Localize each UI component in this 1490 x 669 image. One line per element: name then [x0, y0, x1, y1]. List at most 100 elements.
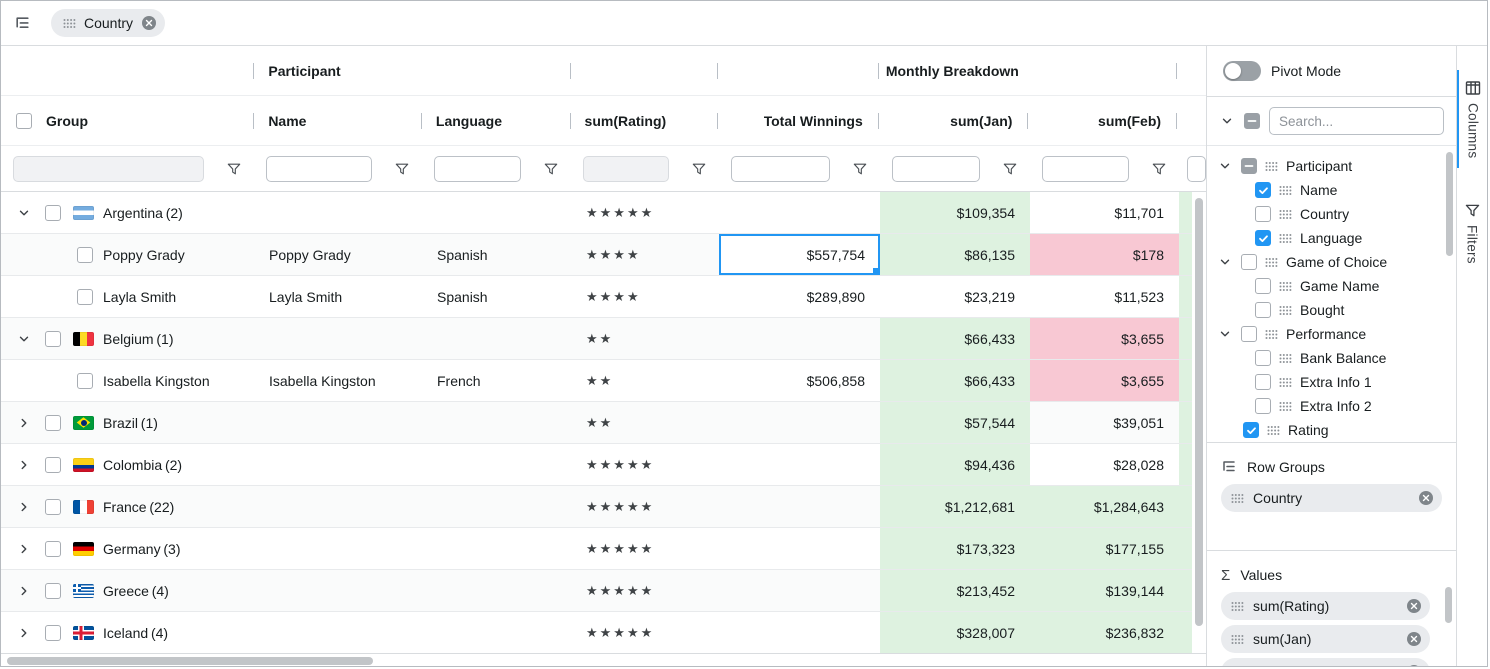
column-header-sum-feb[interactable]: sum(Feb) [1027, 96, 1176, 145]
filter-menu-icon[interactable] [691, 161, 707, 177]
filter-menu-icon[interactable] [394, 161, 410, 177]
group-cell[interactable]: Greece (4) [1, 570, 254, 611]
leaf-row[interactable]: Poppy Grady Poppy Grady Spanish ★★★★ $557,75… [1, 234, 1207, 276]
group-cell[interactable]: France (22) [1, 486, 254, 527]
fill-handle[interactable] [873, 268, 880, 275]
pill-country[interactable]: Country [1221, 484, 1443, 512]
sum-feb-cell[interactable]: $39,051 [1113, 414, 1164, 431]
collapse-group-icon[interactable] [16, 205, 32, 221]
row-checkbox[interactable] [45, 624, 61, 641]
expand-group-icon[interactable] [16, 583, 32, 599]
total-winnings-cell[interactable] [719, 402, 880, 443]
filter-input-language[interactable] [434, 155, 521, 182]
total-winnings-cell[interactable] [719, 528, 880, 569]
total-winnings-cell[interactable] [719, 192, 880, 233]
horizontal-scrollbar-thumb[interactable] [7, 657, 373, 665]
column-checkbox[interactable] [1243, 422, 1260, 438]
sum-jan-cell[interactable]: $66,433 [880, 360, 1030, 401]
rating-cell[interactable]: ★★★★★ [571, 528, 719, 569]
group-cell[interactable]: Poppy Grady [1, 234, 254, 275]
total-winnings-cell[interactable] [719, 612, 880, 653]
sum-jan-cell[interactable]: $213,452 [880, 570, 1030, 611]
vertical-scrollbar-thumb[interactable] [1195, 198, 1204, 626]
column-checkbox[interactable] [1241, 326, 1258, 342]
filter-menu-icon[interactable] [543, 161, 559, 177]
filter-input-name[interactable] [266, 155, 372, 182]
rating-cell[interactable]: ★★ [571, 402, 719, 443]
name-cell[interactable]: Isabella Kingston [269, 372, 376, 389]
row-checkbox[interactable] [45, 582, 61, 599]
header-group-participant[interactable]: Participant [253, 46, 569, 95]
name-cell[interactable] [254, 318, 422, 359]
sum-feb-cell[interactable]: $1,284,643 [1030, 486, 1179, 527]
column-tree-item-participant[interactable]: Participant [1207, 154, 1456, 178]
rating-cell[interactable]: ★★★★★ [571, 612, 719, 653]
column-header-name[interactable]: Name [253, 96, 421, 145]
filter-input-total-winnings[interactable] [731, 155, 830, 182]
pivot-mode-toggle[interactable] [1223, 61, 1262, 81]
filter-input-sum-feb[interactable] [1042, 155, 1129, 182]
row-checkbox[interactable] [45, 456, 61, 473]
column-tree-item-extra-info-2[interactable]: Extra Info 2 [1207, 394, 1456, 418]
language-cell[interactable]: Spanish [437, 246, 488, 263]
pill-sum-jan-[interactable]: sum(Jan) [1221, 625, 1431, 653]
total-winnings-cell[interactable] [719, 570, 880, 611]
filter-menu-icon[interactable] [226, 161, 242, 177]
language-cell[interactable] [422, 486, 571, 527]
sum-jan-cell[interactable]: $328,007 [880, 612, 1030, 653]
group-cell[interactable]: Brazil (1) [1, 402, 254, 443]
name-cell[interactable] [254, 486, 422, 527]
column-header-group[interactable]: Group [1, 96, 253, 145]
chevron-down-icon[interactable] [1217, 254, 1233, 270]
collapse-group-icon[interactable] [16, 331, 32, 347]
language-cell[interactable] [422, 528, 571, 569]
group-cell[interactable]: Argentina (2) [1, 192, 254, 233]
sum-jan-cell[interactable]: $23,219 [964, 288, 1015, 305]
rating-cell[interactable]: ★★ [571, 360, 719, 401]
name-cell[interactable] [254, 402, 422, 443]
column-tree-item-performance[interactable]: Performance [1207, 322, 1456, 346]
column-checkbox[interactable] [1255, 302, 1272, 318]
sum-feb-cell[interactable]: $139,144 [1030, 570, 1179, 611]
column-checkbox[interactable] [1241, 158, 1258, 174]
column-tree-item-country[interactable]: Country [1207, 202, 1456, 226]
sum-feb-cell[interactable]: $3,655 [1030, 360, 1179, 401]
language-cell[interactable]: French [437, 372, 481, 389]
language-cell[interactable]: Spanish [437, 288, 488, 305]
header-group-monthly-breakdown[interactable]: Monthly Breakdown [878, 46, 1176, 95]
sum-jan-cell[interactable]: $173,323 [880, 528, 1030, 569]
row-checkbox[interactable] [45, 540, 61, 557]
language-cell[interactable] [422, 570, 571, 611]
column-tree-item-bank-balance[interactable]: Bank Balance [1207, 346, 1456, 370]
sum-jan-cell[interactable]: $94,436 [880, 444, 1030, 485]
sum-jan-cell[interactable]: $57,544 [880, 402, 1030, 443]
column-header-language[interactable]: Language [421, 96, 570, 145]
total-winnings-cell[interactable]: $506,858 [806, 372, 865, 389]
row-checkbox[interactable] [77, 288, 93, 305]
sum-feb-cell[interactable]: $178 [1030, 234, 1179, 275]
column-tree-item-extra-info-1[interactable]: Extra Info 1 [1207, 370, 1456, 394]
column-tree-item-game-of-choice[interactable]: Game of Choice [1207, 250, 1456, 274]
row-checkbox[interactable] [45, 330, 61, 347]
group-cell[interactable]: Isabella Kingston [1, 360, 254, 401]
group-row[interactable]: France (22) ★★★★★ $1,212,681 $1,284,643 [1, 486, 1207, 528]
remove-group-icon[interactable] [141, 15, 157, 31]
filter-input-cutoff[interactable] [1187, 155, 1207, 182]
column-header-total-winnings[interactable]: Total Winnings [717, 96, 878, 145]
column-checkbox[interactable] [1241, 254, 1258, 270]
column-checkbox[interactable] [1255, 278, 1272, 294]
name-cell[interactable] [254, 570, 422, 611]
sum-feb-cell[interactable]: $177,155 [1030, 528, 1179, 569]
column-tree-item-rating[interactable]: Rating [1207, 418, 1456, 442]
name-cell[interactable] [254, 612, 422, 653]
group-row[interactable]: Argentina (2) ★★★★★ $109,354 $11,701 [1, 192, 1207, 234]
sum-jan-cell[interactable]: $1,212,681 [880, 486, 1030, 527]
group-row[interactable]: Belgium (1) ★★ $66,433 $3,655 [1, 318, 1207, 360]
name-cell[interactable] [254, 444, 422, 485]
group-row[interactable]: Brazil (1) ★★ $57,544 $39,051 [1, 402, 1207, 444]
sum-feb-cell[interactable]: $236,832 [1030, 612, 1179, 653]
total-winnings-cell[interactable] [719, 486, 880, 527]
column-checkbox[interactable] [1255, 350, 1272, 366]
expand-group-icon[interactable] [16, 415, 32, 431]
select-all-columns-checkbox[interactable] [1244, 113, 1261, 129]
